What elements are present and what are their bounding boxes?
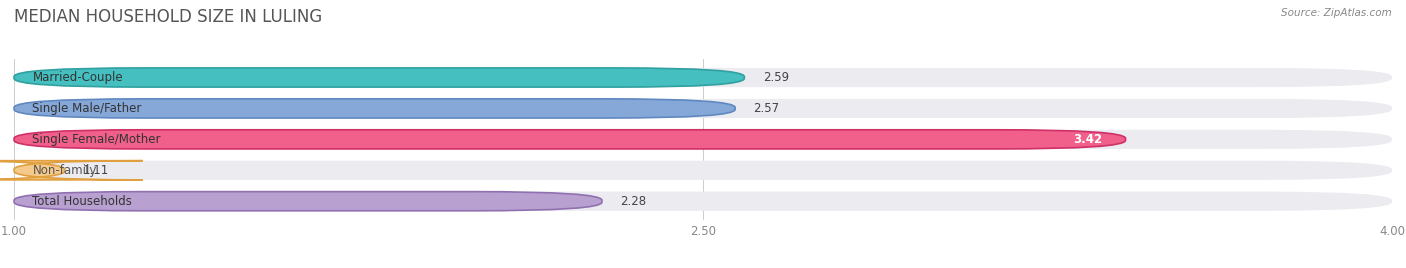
Text: Total Households: Total Households [32, 195, 132, 208]
FancyBboxPatch shape [14, 99, 1392, 118]
FancyBboxPatch shape [14, 161, 1392, 180]
Text: 1.11: 1.11 [83, 164, 110, 177]
Text: 2.59: 2.59 [762, 71, 789, 84]
FancyBboxPatch shape [14, 192, 1392, 211]
FancyBboxPatch shape [14, 130, 1126, 149]
FancyBboxPatch shape [14, 68, 744, 87]
Text: 3.42: 3.42 [1073, 133, 1102, 146]
Text: Non-family: Non-family [32, 164, 97, 177]
FancyBboxPatch shape [14, 130, 1392, 149]
Text: MEDIAN HOUSEHOLD SIZE IN LULING: MEDIAN HOUSEHOLD SIZE IN LULING [14, 8, 322, 26]
FancyBboxPatch shape [14, 99, 735, 118]
Text: Single Female/Mother: Single Female/Mother [32, 133, 160, 146]
Text: Married-Couple: Married-Couple [32, 71, 124, 84]
FancyBboxPatch shape [14, 192, 602, 211]
Text: 2.28: 2.28 [620, 195, 647, 208]
Text: 2.57: 2.57 [754, 102, 780, 115]
FancyBboxPatch shape [14, 68, 1392, 87]
Text: Source: ZipAtlas.com: Source: ZipAtlas.com [1281, 8, 1392, 18]
FancyBboxPatch shape [0, 161, 142, 180]
Text: Single Male/Father: Single Male/Father [32, 102, 142, 115]
